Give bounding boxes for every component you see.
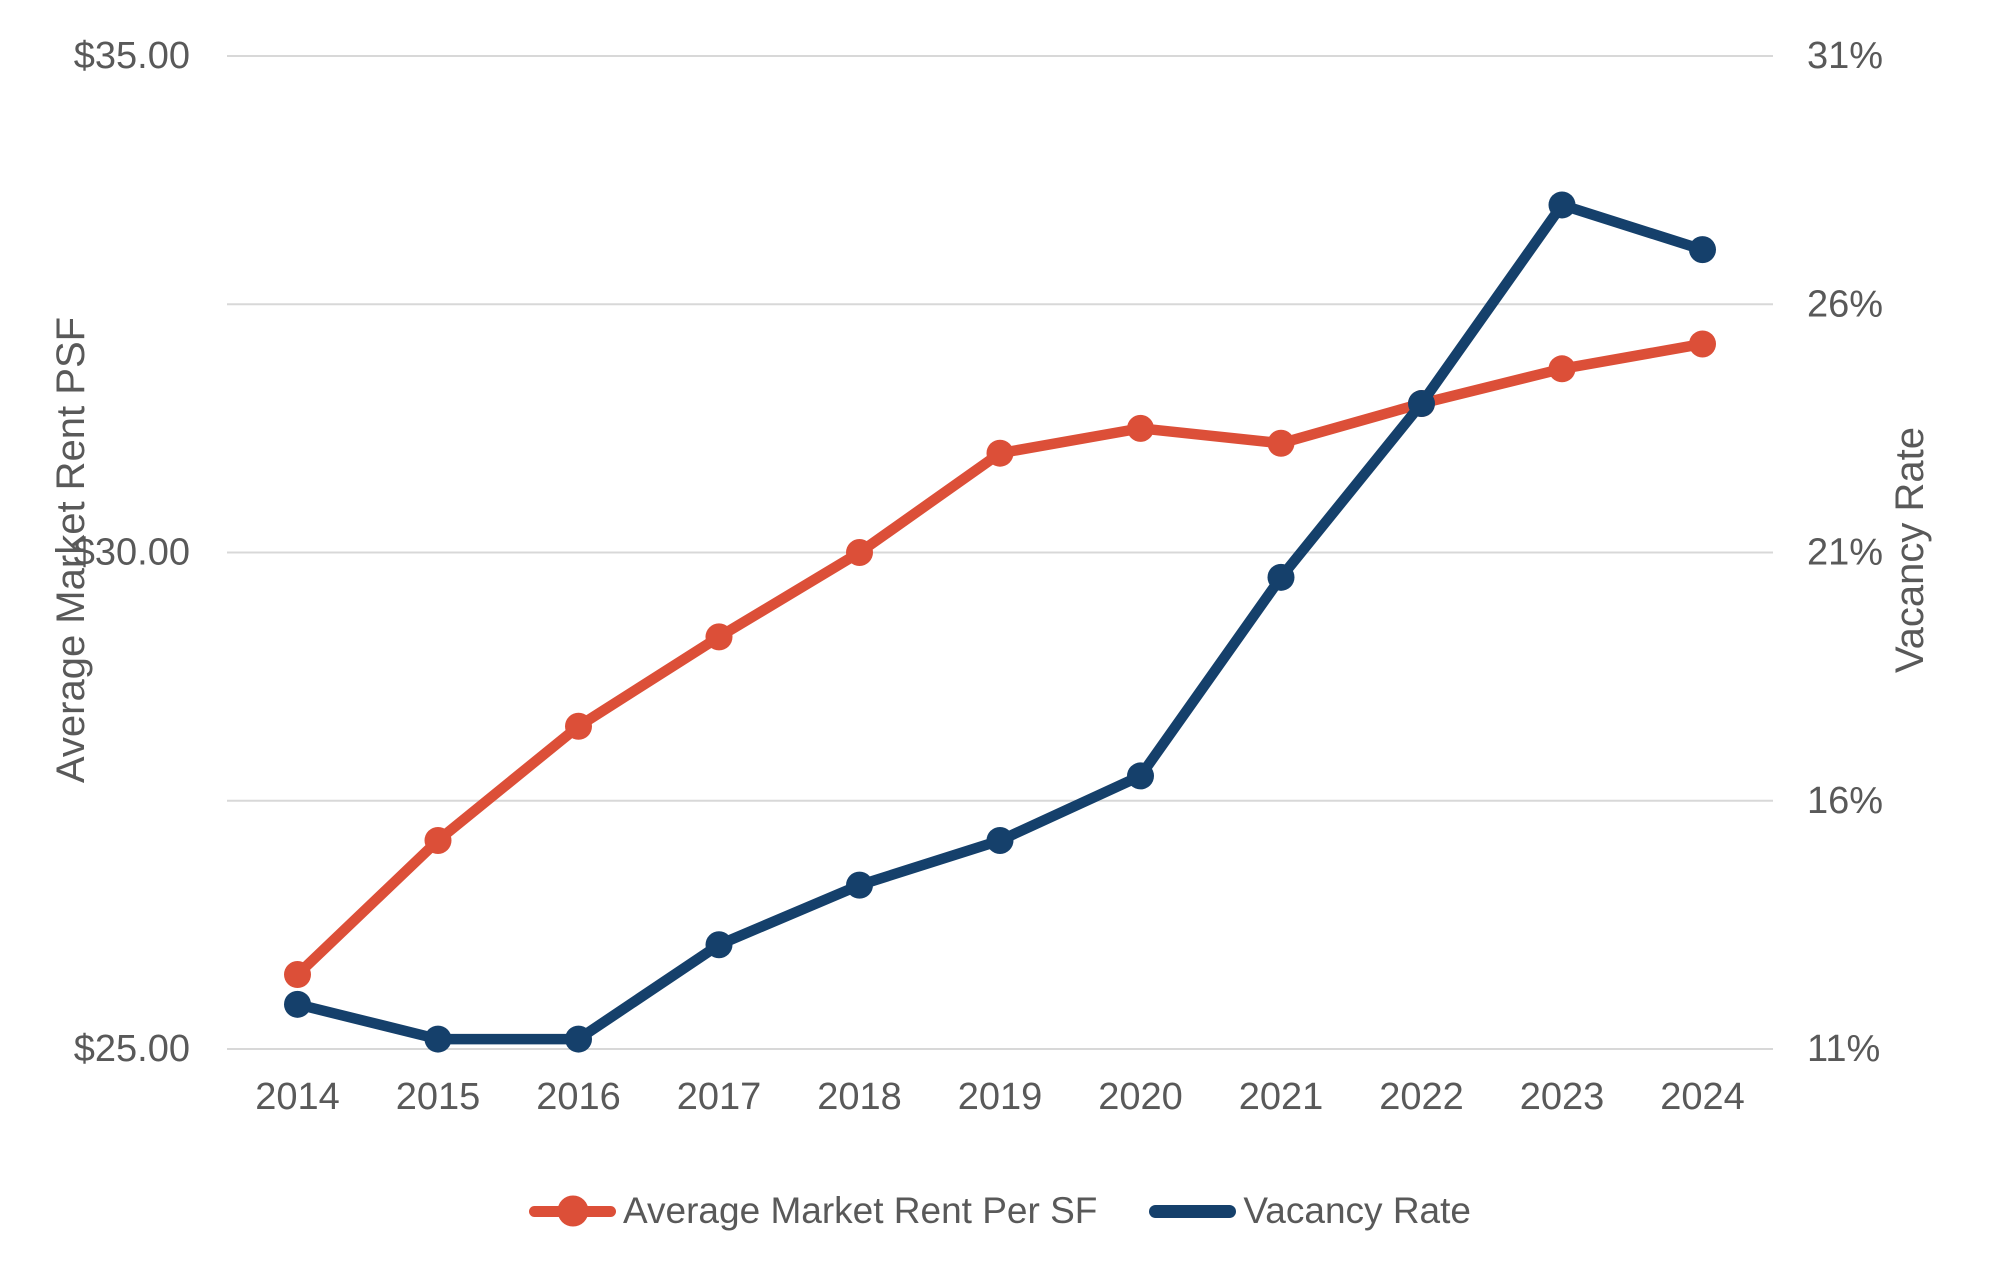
vacancy-legend-label: Vacancy Rate: [1243, 1190, 1471, 1231]
vacancy-data-point-2017: [705, 931, 733, 959]
vacancy-data-point-2020: [1127, 762, 1154, 790]
rent-legend-label: Average Market Rent Per SF: [623, 1190, 1098, 1231]
rent-data-point-2015: [424, 826, 452, 854]
right-axis-tick-label: 21%: [1807, 532, 1883, 574]
left-axis-tick-label: $30.00: [74, 532, 190, 574]
right-axis-tick-label: 11%: [1807, 1028, 1880, 1070]
vacancy-data-point-2022: [1408, 390, 1435, 418]
x-axis-tick-label: 2016: [536, 1076, 621, 1118]
x-axis-tick-label: 2019: [958, 1076, 1043, 1118]
rent-data-point-2017: [705, 623, 733, 651]
left-axis-tick-label: $35.00: [74, 35, 190, 77]
left-axis-tick-label: $25.00: [74, 1028, 190, 1070]
legend-item-vacancy: Vacancy Rate: [1149, 1186, 1471, 1236]
vacancy-data-point-2024: [1689, 236, 1716, 264]
rent-data-point-2021: [1267, 429, 1295, 457]
left-axis-tick-labels: $35.00 $30.00 $25.00: [74, 35, 190, 1070]
rent-data-point-2014: [284, 961, 311, 989]
x-axis-tick-label: 2020: [1098, 1076, 1183, 1118]
vacancy-series-line: [292, 199, 1708, 1045]
vacancy-data-point-2016: [565, 1025, 592, 1053]
rent-data-point-2024: [1689, 330, 1716, 358]
rent-series-dot-icon: [557, 1195, 589, 1227]
vacancy-data-point-2014: [284, 990, 311, 1018]
vacancy-series-swatch-icon: [1149, 1204, 1237, 1218]
gridlines: [227, 55, 1773, 1050]
vacancy-data-point-2018: [846, 871, 873, 899]
x-axis-tick-label: 2021: [1239, 1076, 1324, 1118]
x-axis-tick-label: 2024: [1660, 1076, 1745, 1118]
rent-series-swatch-icon: [529, 1195, 617, 1227]
rent-data-point-2016: [565, 712, 592, 740]
rent-data-point-2018: [846, 539, 873, 566]
legend-item-rent: Average Market Rent Per SF: [529, 1186, 1097, 1236]
rent-data-point-2023: [1548, 355, 1576, 383]
vacancy-data-point-2021: [1267, 563, 1295, 591]
vacancy-data-point-2023: [1548, 191, 1576, 219]
right-axis-title: Vacancy Rate: [1888, 427, 1932, 673]
right-axis-tick-labels: 31% 26% 21% 16% 11%: [1807, 35, 1883, 1070]
rent-data-point-2020: [1127, 414, 1154, 442]
right-axis-tick-label: 16%: [1807, 780, 1883, 822]
right-axis-tick-label: 26%: [1807, 283, 1883, 325]
x-axis-tick-label: 2017: [677, 1076, 762, 1118]
vacancy-data-point-2019: [986, 826, 1014, 854]
x-axis-tick-labels: 2014 2015 2016 2017 2018 2019 2020 2021 2022 2023…: [255, 1076, 1745, 1118]
x-axis-tick-label: 2022: [1379, 1076, 1464, 1118]
rent-data-point-2019: [986, 439, 1014, 467]
x-axis-tick-label: 2015: [396, 1076, 481, 1118]
x-axis-tick-label: 2014: [255, 1076, 340, 1118]
x-axis-tick-label: 2023: [1520, 1076, 1605, 1118]
vacancy-data-point-2015: [424, 1025, 452, 1053]
series-lines: [284, 191, 1716, 1053]
x-axis-tick-label: 2018: [817, 1076, 902, 1118]
left-axis-title: Average Market Rent PSF: [49, 317, 93, 783]
rent-series-line: [292, 338, 1708, 980]
legend: Average Market Rent Per SF Vacancy Rate: [0, 1186, 2000, 1236]
right-axis-tick-label: 31%: [1807, 35, 1883, 77]
